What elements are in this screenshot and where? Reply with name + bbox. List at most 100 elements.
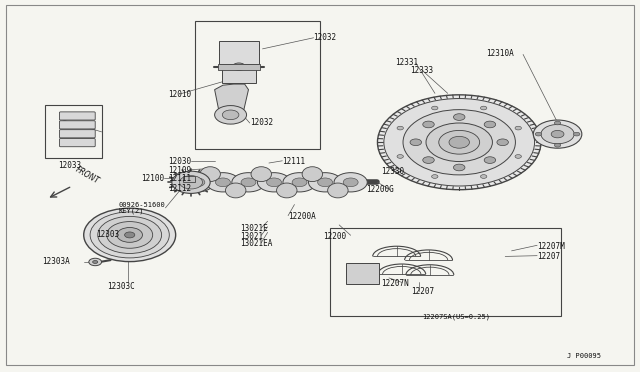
Text: 12111: 12111: [168, 174, 191, 183]
Circle shape: [292, 178, 307, 187]
Circle shape: [206, 173, 239, 192]
Circle shape: [431, 106, 438, 110]
Circle shape: [515, 126, 522, 130]
Circle shape: [484, 157, 495, 163]
Text: 12112: 12112: [168, 185, 191, 193]
Text: 12333: 12333: [410, 66, 433, 75]
FancyBboxPatch shape: [60, 130, 95, 138]
Text: 12303A: 12303A: [42, 257, 70, 266]
Text: 12207: 12207: [411, 287, 434, 296]
Circle shape: [410, 139, 422, 145]
Text: 12303C: 12303C: [107, 282, 134, 291]
Circle shape: [439, 131, 479, 154]
Bar: [330, 228, 561, 317]
Circle shape: [179, 176, 202, 189]
Text: FRONT: FRONT: [74, 164, 101, 185]
Text: 13021EA: 13021EA: [240, 239, 273, 248]
FancyBboxPatch shape: [60, 112, 95, 120]
Circle shape: [93, 260, 98, 263]
Circle shape: [216, 178, 230, 187]
Circle shape: [481, 175, 487, 178]
Text: 12032: 12032: [250, 119, 273, 128]
Text: KEY(2): KEY(2): [119, 208, 145, 214]
Text: 12030: 12030: [168, 157, 191, 166]
Circle shape: [343, 178, 358, 187]
Circle shape: [533, 120, 582, 148]
FancyBboxPatch shape: [60, 121, 95, 129]
Polygon shape: [214, 84, 248, 115]
Circle shape: [257, 173, 291, 192]
Circle shape: [334, 173, 367, 192]
Text: 12033: 12033: [58, 161, 81, 170]
Circle shape: [89, 258, 102, 266]
Text: 12200G: 12200G: [367, 185, 394, 194]
Bar: [346, 263, 379, 284]
Bar: [221, 64, 256, 83]
Circle shape: [241, 178, 256, 187]
Circle shape: [214, 106, 246, 124]
Circle shape: [397, 155, 403, 158]
Text: 12111: 12111: [282, 157, 305, 166]
Circle shape: [551, 131, 564, 138]
Text: 12200A: 12200A: [288, 212, 316, 221]
FancyBboxPatch shape: [60, 138, 95, 147]
Circle shape: [172, 171, 210, 193]
Text: 12207M: 12207M: [537, 241, 565, 250]
Bar: [195, 21, 320, 149]
Text: 12207: 12207: [537, 252, 560, 261]
Circle shape: [98, 217, 162, 253]
Circle shape: [84, 208, 175, 262]
Circle shape: [317, 178, 333, 187]
Bar: [219, 41, 259, 64]
Circle shape: [283, 173, 316, 192]
Ellipse shape: [225, 183, 246, 198]
Circle shape: [378, 95, 541, 190]
Ellipse shape: [276, 183, 297, 198]
Circle shape: [573, 132, 580, 136]
Circle shape: [117, 228, 143, 242]
Text: 12100: 12100: [141, 174, 164, 183]
Text: 12010: 12010: [168, 90, 191, 99]
Circle shape: [384, 99, 534, 186]
Circle shape: [397, 126, 403, 130]
Text: 00926-51600: 00926-51600: [119, 202, 166, 208]
Circle shape: [454, 114, 465, 121]
Circle shape: [423, 121, 435, 128]
Circle shape: [426, 123, 492, 161]
Circle shape: [125, 232, 135, 238]
Circle shape: [190, 178, 205, 187]
Text: 12207SA(US=0.25): 12207SA(US=0.25): [422, 313, 490, 320]
Circle shape: [554, 143, 561, 147]
Text: J P00095: J P00095: [567, 353, 601, 359]
Circle shape: [266, 178, 282, 187]
Circle shape: [454, 164, 465, 171]
Ellipse shape: [302, 167, 323, 182]
Text: 12207N: 12207N: [381, 279, 408, 288]
Ellipse shape: [200, 167, 220, 182]
Circle shape: [541, 125, 574, 144]
Circle shape: [222, 110, 239, 120]
Circle shape: [107, 222, 153, 248]
Circle shape: [431, 175, 438, 178]
Ellipse shape: [251, 167, 271, 182]
Circle shape: [90, 212, 170, 258]
Circle shape: [515, 155, 522, 158]
Text: 12032: 12032: [314, 33, 337, 42]
Bar: [45, 105, 102, 158]
Text: 12303: 12303: [96, 230, 119, 239]
Circle shape: [484, 121, 495, 128]
Circle shape: [232, 173, 265, 192]
Circle shape: [481, 106, 487, 110]
Circle shape: [180, 173, 214, 192]
Circle shape: [423, 157, 435, 163]
Circle shape: [449, 137, 469, 148]
Circle shape: [497, 139, 508, 145]
Text: 12109: 12109: [168, 166, 191, 174]
Text: 13021E: 13021E: [240, 224, 268, 233]
Bar: [183, 176, 195, 182]
Circle shape: [535, 132, 541, 136]
Circle shape: [403, 110, 515, 175]
Text: 12331: 12331: [396, 58, 419, 67]
Circle shape: [554, 121, 561, 125]
Ellipse shape: [328, 183, 348, 198]
